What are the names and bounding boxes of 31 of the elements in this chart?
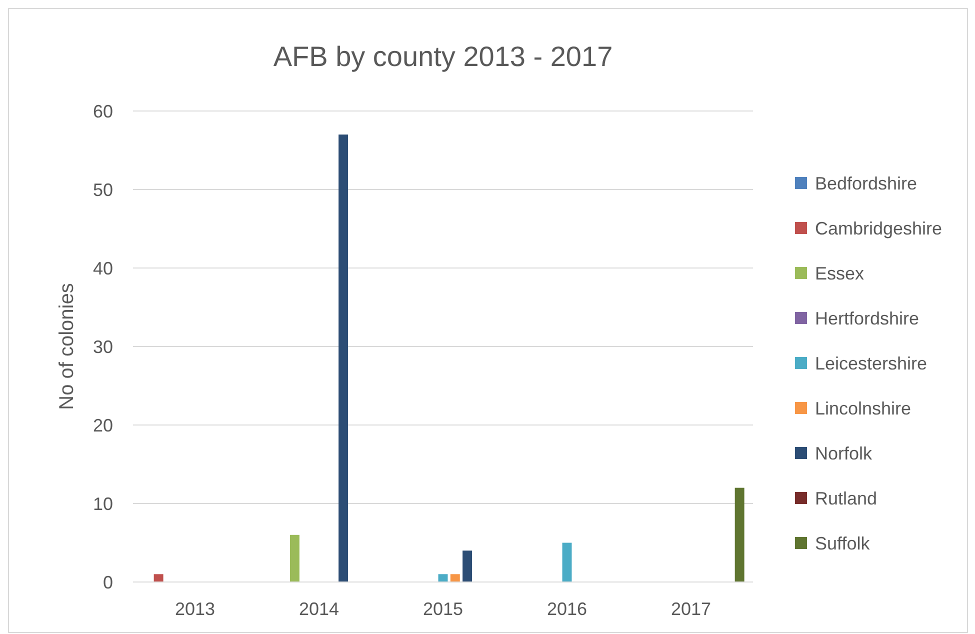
legend-label: Cambridgeshire [815,218,942,238]
y-axis-title: No of colonies [56,283,78,410]
x-tick-label: 2013 [174,599,216,619]
bar [450,574,460,582]
bar [562,542,572,582]
legend-label: Suffolk [815,533,871,554]
bar [290,534,300,582]
bar [462,550,472,582]
legend-label: Hertfordshire [815,308,920,328]
bar [438,574,448,582]
legend-label: Lincolnshire [815,398,912,418]
y-tick-label: 60 [92,101,113,122]
bar [338,134,348,582]
bar [154,574,164,582]
y-tick-label: 10 [92,494,113,514]
y-tick-label: 0 [102,572,113,592]
legend-label: Rutland [815,488,878,508]
legend-label: Leicestershire [815,353,928,374]
legend-label: Essex [815,263,864,284]
y-tick-label: 50 [92,180,113,200]
y-tick-label: 30 [92,336,113,357]
y-tick-label: 20 [92,415,113,436]
x-tick-label: 2015 [422,599,464,619]
chart-title: AFB by county 2013 - 2017 [273,41,613,72]
bar [734,488,744,582]
y-tick-label: 40 [92,258,113,278]
legend-label: Bedfordshire [815,173,918,194]
x-tick-label: 2014 [298,599,340,619]
legend-label: Norfolk [815,443,874,464]
x-tick-label: 2016 [546,599,588,619]
x-tick-label: 2017 [670,599,712,619]
